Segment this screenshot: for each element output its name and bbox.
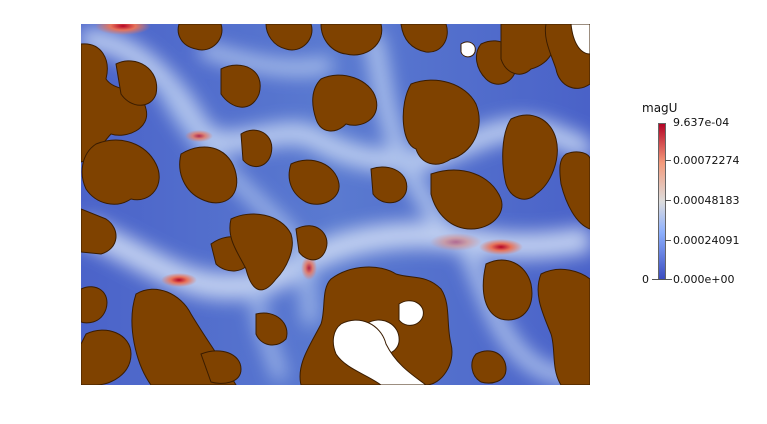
tick-mark (665, 200, 671, 201)
legend-range-min: 0 (642, 273, 649, 286)
velocity-field-plot[interactable] (81, 24, 590, 385)
tick-label: 0.00072274 (673, 154, 740, 167)
tick-mark (665, 160, 671, 161)
clipped-regions (332, 24, 590, 385)
colorbar (658, 123, 666, 280)
tick-mark (665, 240, 671, 241)
legend-title: magU (642, 101, 678, 115)
legend-min-label: 0.000e+00 (673, 273, 735, 286)
color-legend: magU 9.637e-04 0.00072274 0.00048183 0.0… (630, 95, 760, 295)
legend-max-label: 9.637e-04 (673, 116, 730, 129)
tick-label: 0.00024091 (673, 234, 740, 247)
velocity-hotspots (95, 24, 523, 287)
tick-mark (652, 279, 672, 280)
tick-label: 0.00048183 (673, 194, 740, 207)
